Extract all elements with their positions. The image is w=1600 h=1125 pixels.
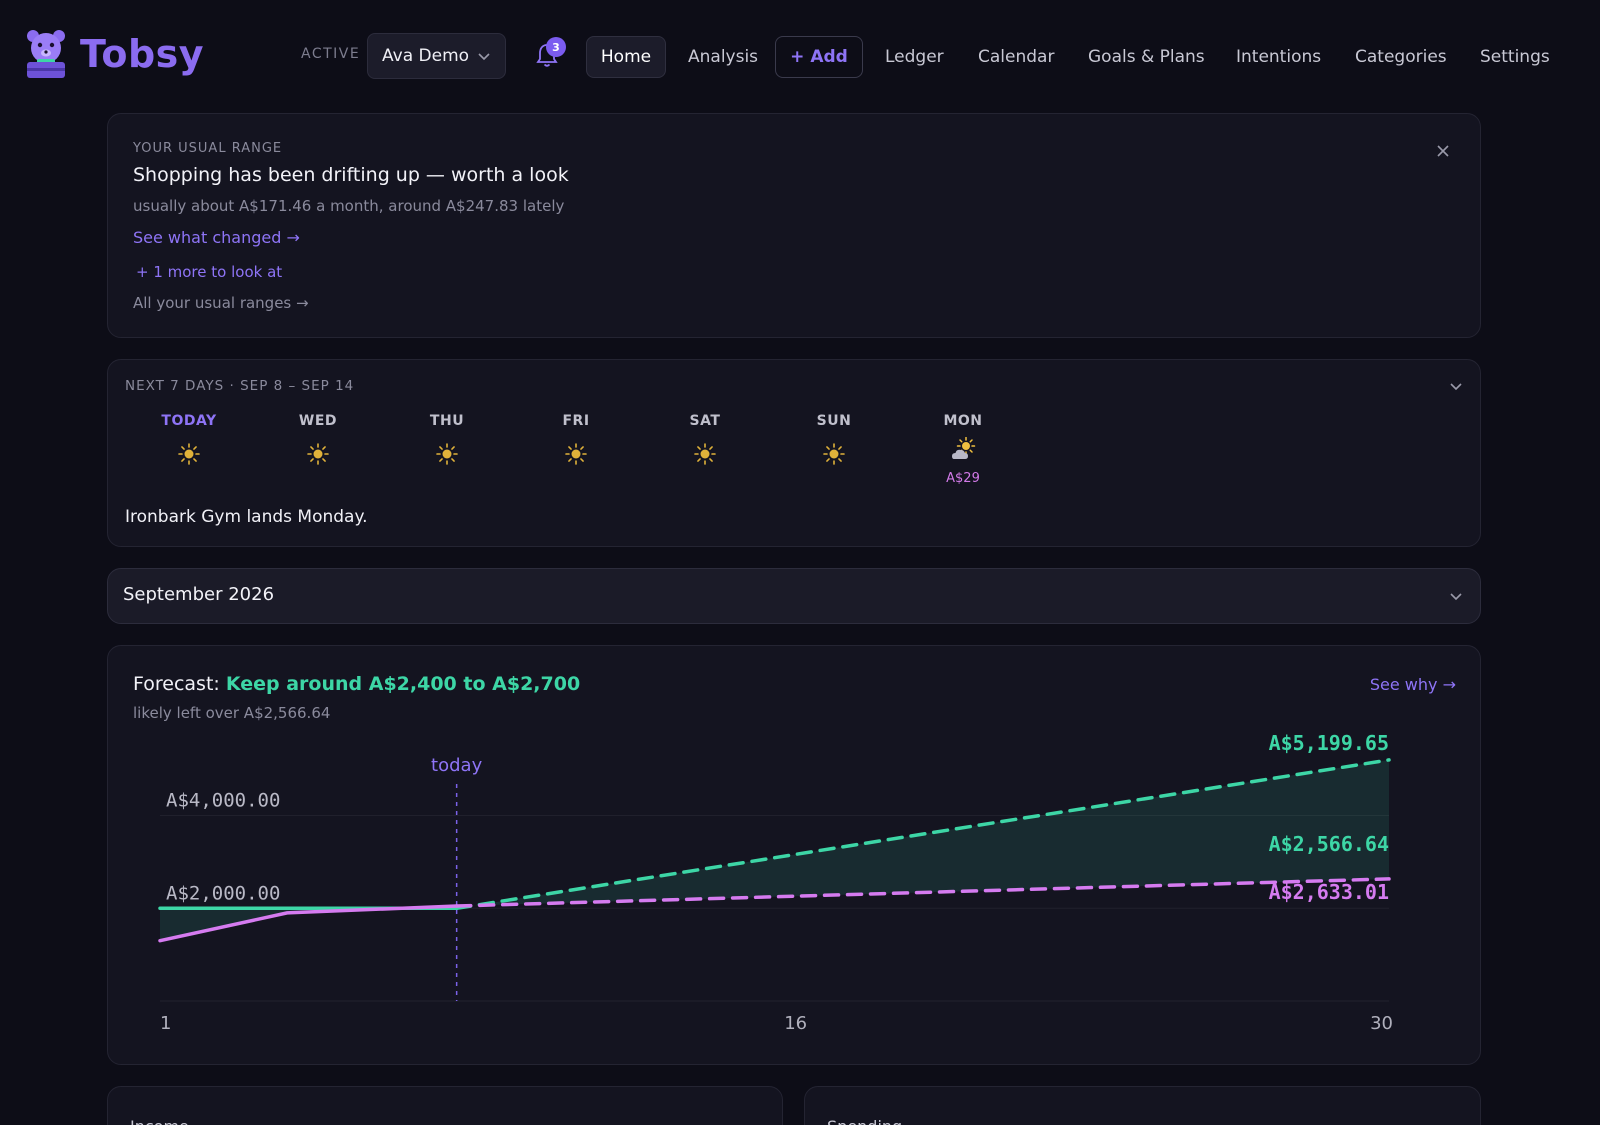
nav-settings[interactable]: Settings <box>1480 47 1550 67</box>
day-sat[interactable]: SAT <box>655 413 755 467</box>
day-label: THU <box>429 413 465 429</box>
account-name: Ava Demo <box>382 46 470 66</box>
spending-title: Spending <box>827 1117 902 1125</box>
day-label: SAT <box>689 413 721 429</box>
bear-logo-icon <box>27 30 65 78</box>
day-label: FRI <box>562 413 590 429</box>
band-value-label: A$2,566.64 <box>1269 832 1389 856</box>
active-label: ACTIVE <box>301 46 361 62</box>
add-button[interactable]: + Add <box>775 36 863 78</box>
forecast-prefix: Forecast: <box>133 673 220 695</box>
forecast-band <box>160 759 1389 941</box>
all-usual-ranges-link[interactable]: All your usual ranges → <box>133 294 309 312</box>
nav-home[interactable]: Home <box>586 36 666 78</box>
app-logo[interactable]: Tobsy <box>24 28 204 80</box>
income-title: Income <box>130 1117 189 1125</box>
forecast-chart: today A$4,000.00 A$2,000.00 A$5,199.65 A$2,5… <box>158 731 1393 1034</box>
insight-eyebrow: YOUR USUAL RANGE <box>133 141 283 156</box>
x-tick-label: 1 <box>160 1013 171 1034</box>
next-7-days-card: NEXT 7 DAYS · SEP 8 – SEP 14 TODAY WED THU… <box>107 359 1481 547</box>
day-label: SUN <box>816 413 852 429</box>
forecast-card: Forecast: Keep around A$2,400 to A$2,700… <box>107 645 1481 1065</box>
forecast-subtitle: likely left over A$2,566.64 <box>133 704 331 722</box>
chevron-down-icon[interactable] <box>1449 589 1463 603</box>
see-what-changed-link[interactable]: See what changed → <box>133 228 300 247</box>
nav-goals[interactable]: Goals & Plans <box>1088 47 1205 67</box>
series-0-projected-line <box>454 758 1391 911</box>
x-tick-label: 16 <box>784 1013 807 1034</box>
sun-icon <box>178 443 200 465</box>
month-selector[interactable]: September 2026 <box>107 568 1481 624</box>
y-tick-label: A$4,000.00 <box>166 790 280 812</box>
partly-cloudy-icon <box>952 437 976 459</box>
see-why-link[interactable]: See why → <box>1369 675 1456 694</box>
account-select[interactable]: Ava Demo <box>367 33 506 79</box>
day-amount: A$29 <box>946 471 980 486</box>
series-0-end-label: A$5,199.65 <box>1269 731 1389 755</box>
day-label: TODAY <box>161 413 217 429</box>
series-1-actual-line <box>158 904 459 943</box>
usual-range-card: YOUR USUAL RANGE Shopping has been drift… <box>107 113 1481 338</box>
day-fri[interactable]: FRI <box>526 413 626 467</box>
series-1-projected-line <box>454 877 1391 908</box>
day-today[interactable]: TODAY <box>139 413 239 467</box>
close-icon[interactable] <box>1436 144 1450 158</box>
y-tick-label: A$2,000.00 <box>166 882 280 904</box>
top-bar: Tobsy ACTIVE Ava Demo 3 Home Analysis + … <box>0 0 1600 112</box>
month-label: September 2026 <box>123 584 275 605</box>
week-eyebrow: NEXT 7 DAYS · SEP 8 – SEP 14 <box>125 378 355 394</box>
insight-title: Shopping has been drifting up — worth a … <box>133 164 569 186</box>
chevron-down-icon[interactable] <box>1449 379 1463 393</box>
more-to-look-at-link[interactable]: + 1 more to look at <box>136 263 283 281</box>
chevron-down-icon <box>478 53 490 61</box>
day-label: MON <box>943 413 983 429</box>
day-thu[interactable]: THU <box>397 413 497 467</box>
insight-subtitle: usually about A$171.46 a month, around A… <box>133 197 565 215</box>
x-tick-label: 30 <box>1370 1013 1393 1034</box>
nav-analysis[interactable]: Analysis <box>688 47 759 67</box>
sun-icon <box>694 443 716 465</box>
day-sun[interactable]: SUN <box>784 413 884 467</box>
nav-categories[interactable]: Categories <box>1355 47 1447 67</box>
sun-icon <box>565 443 587 465</box>
app-name: Tobsy <box>80 32 205 76</box>
nav-ledger[interactable]: Ledger <box>885 47 944 67</box>
forecast-headline: Keep around A$2,400 to A$2,700 <box>225 673 581 695</box>
sun-icon <box>436 443 458 465</box>
day-label: WED <box>298 413 338 429</box>
today-label: today <box>431 755 483 776</box>
day-mon[interactable]: MON A$29 <box>913 413 1013 486</box>
forecast-heading: Forecast: Keep around A$2,400 to A$2,700 <box>133 673 580 695</box>
nav-calendar[interactable]: Calendar <box>978 47 1055 67</box>
sun-icon <box>823 443 845 465</box>
sun-icon <box>307 443 329 465</box>
nav-intentions[interactable]: Intentions <box>1236 47 1322 67</box>
day-wed[interactable]: WED <box>268 413 368 467</box>
income-card: Income <box>107 1086 783 1125</box>
series-1-end-label: A$2,633.01 <box>1269 880 1389 904</box>
notification-badge: 3 <box>546 37 566 57</box>
spending-card: Spending <box>804 1086 1481 1125</box>
week-note: Ironbark Gym lands Monday. <box>125 507 368 527</box>
